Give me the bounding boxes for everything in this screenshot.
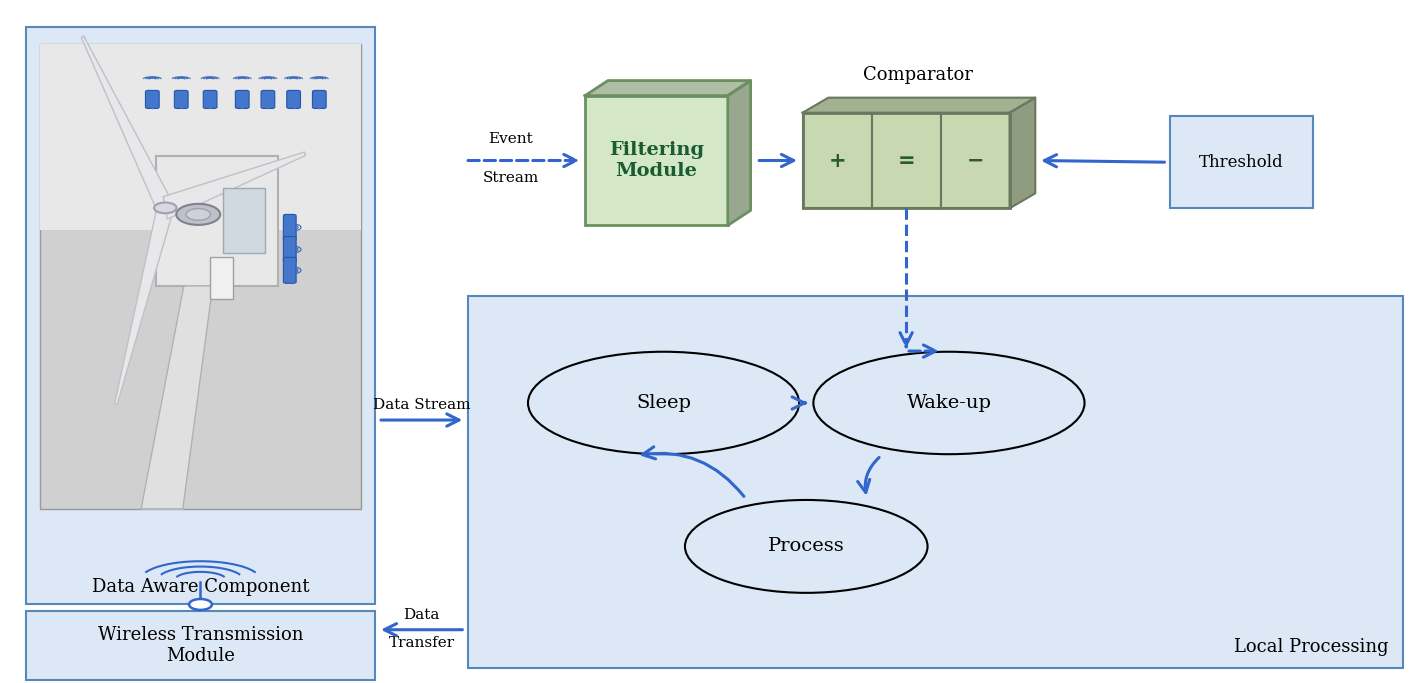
Text: Wireless Transmission
Module: Wireless Transmission Module bbox=[97, 626, 304, 665]
Text: Comparator: Comparator bbox=[863, 66, 972, 84]
Polygon shape bbox=[728, 81, 751, 225]
Text: Sleep: Sleep bbox=[636, 394, 691, 412]
Text: Threshold: Threshold bbox=[1199, 154, 1284, 171]
FancyBboxPatch shape bbox=[174, 90, 188, 109]
FancyBboxPatch shape bbox=[26, 611, 375, 680]
FancyBboxPatch shape bbox=[203, 90, 217, 109]
Polygon shape bbox=[802, 98, 1036, 113]
Circle shape bbox=[177, 204, 220, 225]
FancyBboxPatch shape bbox=[284, 257, 297, 283]
Circle shape bbox=[154, 202, 177, 213]
Polygon shape bbox=[114, 204, 173, 405]
FancyBboxPatch shape bbox=[156, 156, 277, 286]
Circle shape bbox=[188, 599, 211, 610]
FancyBboxPatch shape bbox=[261, 90, 275, 109]
Text: Process: Process bbox=[768, 538, 845, 555]
FancyBboxPatch shape bbox=[585, 96, 728, 225]
Text: +: + bbox=[828, 150, 846, 171]
Text: −: − bbox=[966, 150, 983, 171]
FancyBboxPatch shape bbox=[287, 90, 301, 109]
Polygon shape bbox=[163, 152, 305, 219]
FancyBboxPatch shape bbox=[223, 189, 265, 253]
FancyBboxPatch shape bbox=[284, 214, 297, 240]
FancyBboxPatch shape bbox=[313, 90, 327, 109]
FancyBboxPatch shape bbox=[40, 44, 361, 509]
Text: Data Aware Component: Data Aware Component bbox=[91, 579, 310, 596]
Text: Stream: Stream bbox=[482, 171, 539, 184]
Text: Data Stream: Data Stream bbox=[372, 398, 471, 412]
Polygon shape bbox=[585, 81, 751, 96]
FancyBboxPatch shape bbox=[40, 44, 361, 230]
Polygon shape bbox=[81, 36, 171, 214]
FancyBboxPatch shape bbox=[210, 257, 233, 299]
Text: =: = bbox=[898, 150, 915, 171]
FancyBboxPatch shape bbox=[940, 113, 1010, 208]
FancyBboxPatch shape bbox=[1170, 116, 1313, 208]
Text: Transfer: Transfer bbox=[388, 637, 455, 650]
FancyBboxPatch shape bbox=[468, 296, 1403, 668]
FancyBboxPatch shape bbox=[26, 27, 375, 604]
Text: Local Processing: Local Processing bbox=[1234, 638, 1388, 656]
Circle shape bbox=[186, 208, 210, 220]
FancyBboxPatch shape bbox=[284, 236, 297, 262]
Text: Wake-up: Wake-up bbox=[906, 394, 992, 412]
Polygon shape bbox=[141, 286, 213, 509]
FancyBboxPatch shape bbox=[235, 90, 250, 109]
FancyBboxPatch shape bbox=[872, 113, 940, 208]
Text: Event: Event bbox=[488, 132, 534, 145]
Text: Filtering
Module: Filtering Module bbox=[609, 141, 704, 180]
FancyBboxPatch shape bbox=[146, 90, 160, 109]
Text: Data: Data bbox=[404, 608, 440, 622]
Polygon shape bbox=[1010, 98, 1036, 208]
FancyBboxPatch shape bbox=[802, 113, 872, 208]
